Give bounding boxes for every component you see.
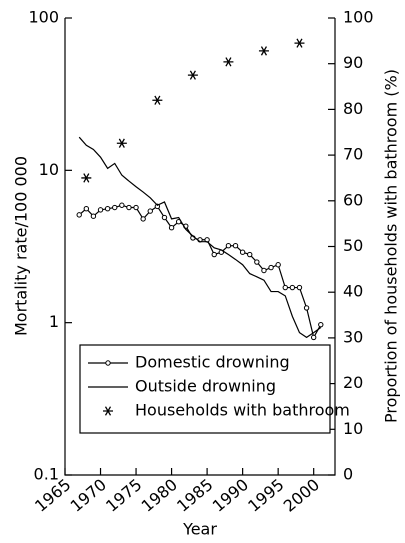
point-marker [275, 262, 281, 268]
y2-tick-label: 10 [343, 419, 363, 438]
y2-axis-label: Proportion of households with bathroom (… [382, 69, 401, 423]
y2-tick-label: 30 [343, 327, 363, 346]
point-marker [104, 205, 111, 212]
x-tick-label: 1990 [209, 475, 252, 516]
legend-box [79, 344, 331, 434]
point-marker [289, 284, 296, 291]
point-marker [126, 204, 132, 211]
point-marker [296, 284, 303, 291]
point-marker [90, 213, 97, 219]
point-marker [187, 70, 198, 80]
y2-tick-label: 60 [343, 190, 363, 209]
point-marker [268, 264, 274, 271]
point-marker [152, 95, 163, 105]
y-axis-label: Mortality rate/100 000 [12, 156, 31, 336]
series-line [78, 204, 322, 340]
y2-tick-label: 70 [343, 145, 363, 164]
point-marker [232, 243, 239, 249]
y2-tick-label: 0 [343, 465, 353, 484]
point-marker [119, 202, 125, 208]
point-marker [112, 204, 118, 211]
point-marker [282, 284, 288, 291]
point-marker [97, 207, 104, 213]
y2-tick-label: 20 [343, 373, 363, 392]
legend-label: Households with bathroom [135, 401, 350, 420]
x-tick-label: 1975 [102, 475, 145, 516]
point-marker [247, 251, 253, 258]
point-marker [261, 267, 267, 274]
point-marker [254, 259, 260, 265]
y-tick-label: 0.1 [34, 465, 59, 484]
series-line [78, 136, 322, 339]
point-marker [83, 205, 90, 212]
legend-marker [103, 406, 113, 416]
x-tick-label: 1980 [138, 475, 181, 516]
x-axis-label: Year [182, 520, 217, 539]
legend-marker [105, 360, 111, 366]
y2-tick-label: 80 [343, 99, 363, 118]
point-marker [147, 208, 153, 214]
legend-label: Outside drowning [135, 377, 276, 396]
point-marker [318, 321, 324, 328]
point-marker [294, 38, 305, 48]
point-marker [133, 204, 139, 211]
point-marker [239, 249, 246, 255]
point-marker [303, 305, 310, 311]
y-tick-label: 1 [49, 312, 59, 331]
y2-tick-label: 50 [343, 236, 363, 255]
x-tick-label: 1970 [67, 475, 110, 516]
legend-label: Domestic drowning [135, 353, 290, 372]
point-marker [81, 173, 92, 183]
point-marker [223, 57, 234, 67]
x-tick-label: 2000 [280, 475, 323, 516]
point-marker [168, 225, 175, 231]
point-marker [140, 216, 146, 222]
point-marker [116, 138, 127, 148]
y2-tick-label: 100 [343, 8, 374, 27]
point-marker [76, 212, 82, 218]
y-tick-label: 10 [39, 160, 59, 179]
x-tick-label: 1985 [173, 475, 216, 516]
point-marker [258, 46, 269, 56]
y2-tick-label: 40 [343, 282, 363, 301]
point-marker [161, 214, 168, 221]
point-marker [211, 251, 217, 258]
y2-tick-label: 90 [343, 53, 363, 72]
x-tick-label: 1995 [244, 475, 287, 516]
y-tick-label: 100 [28, 8, 59, 27]
point-marker [225, 243, 232, 249]
point-marker [310, 334, 317, 341]
